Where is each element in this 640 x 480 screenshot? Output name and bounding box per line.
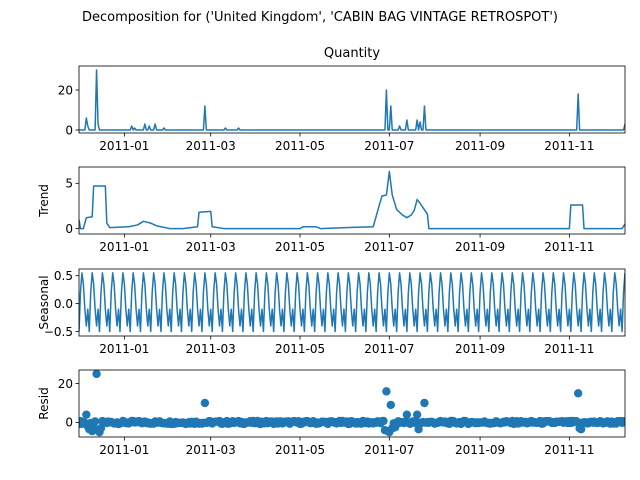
- seasonal-xtick-label: 2011-05: [275, 342, 325, 356]
- resid-ytick-label: 20: [58, 377, 73, 391]
- observed-xtick-label: 2011-07: [364, 139, 414, 153]
- seasonal-ytick-label: 0.5: [54, 269, 73, 283]
- observed-ytick-label: 0: [65, 123, 73, 137]
- trend-xtick-label: 2011-01: [99, 240, 149, 254]
- seasonal-ylabel: Seasonal: [37, 275, 51, 329]
- resid-xtick-label: 2011-11: [544, 443, 594, 457]
- seasonal-xtick-label: 2011-11: [544, 342, 594, 356]
- observed-panel-title: Quantity: [324, 46, 380, 61]
- observed-xtick-label: 2011-09: [455, 139, 505, 153]
- observed-plot-area: [79, 69, 625, 131]
- resid-xtick-label: 2011-03: [186, 443, 236, 457]
- resid-xtick-label: 2011-05: [275, 443, 325, 457]
- resid-point: [576, 425, 586, 434]
- observed-xtick-label: 2011-03: [186, 139, 236, 153]
- resid-point: [90, 417, 100, 426]
- trend-ylabel: Trend: [37, 184, 51, 218]
- resid-point: [379, 416, 388, 426]
- resid-point: [420, 398, 429, 408]
- resid-point: [92, 370, 101, 379]
- trend-xtick-label: 2011-07: [364, 240, 414, 254]
- observed-xtick-label: 2011-05: [275, 139, 325, 153]
- resid-point: [573, 389, 583, 398]
- resid-ytick-label: 0: [65, 416, 73, 430]
- observed-ytick-label: 20: [58, 83, 73, 97]
- observed-xtick-label: 2011-01: [99, 139, 149, 153]
- trend-xtick-label: 2011-09: [455, 240, 505, 254]
- resid-point: [200, 398, 210, 408]
- observed-xtick-label: 2011-11: [544, 139, 594, 153]
- resid-xtick-label: 2011-01: [99, 443, 149, 457]
- seasonal-axes-frame: [78, 268, 626, 337]
- observed-panel: 0 20 2011-01 2011-03 2011-05 2011-07 2011-09 20…: [58, 65, 626, 153]
- seasonal-series-line: [79, 272, 625, 333]
- trend-ytick-label: 5: [65, 177, 73, 191]
- resid-point: [620, 417, 625, 427]
- resid-plot-area: [79, 370, 625, 437]
- trend-plot-area: [79, 170, 625, 230]
- trend-series-line: [79, 170, 625, 230]
- resid-ylabel: Resid: [37, 387, 51, 419]
- resid-point: [412, 410, 422, 419]
- seasonal-xtick-label: 2011-01: [99, 342, 149, 356]
- seasonal-xtick-label: 2011-07: [364, 342, 414, 356]
- resid-axes-frame: [78, 369, 626, 438]
- resid-point: [82, 410, 91, 419]
- resid-point: [414, 425, 423, 434]
- trend-axes-frame: [78, 166, 626, 235]
- seasonal-plot-area: [79, 272, 625, 333]
- resid-point: [382, 387, 391, 396]
- observed-axes-frame: [78, 65, 626, 134]
- trend-ytick-label: 0: [65, 222, 73, 236]
- trend-panel: 0 5 2011-01 2011-03 2011-05 2011-07 2011-09 201…: [37, 166, 626, 254]
- trend-xtick-label: 2011-11: [544, 240, 594, 254]
- resid-point: [386, 400, 395, 410]
- resid-panel: 0 20 2011-01 2011-03 2011-05 2011-07 2011-09 20…: [37, 369, 626, 457]
- seasonal-xtick-label: 2011-03: [186, 342, 236, 356]
- observed-series-line: [79, 69, 625, 131]
- trend-xtick-label: 2011-05: [275, 240, 325, 254]
- figure-title: Decomposition for ('United Kingdom', 'CA…: [82, 10, 558, 25]
- resid-point: [402, 410, 412, 419]
- trend-xtick-label: 2011-03: [186, 240, 236, 254]
- seasonal-panel: 0.5 0.0 −0.5 2011-01 2011-03 2011-05 2011-07 20…: [37, 268, 626, 356]
- seasonal-ytick-label: 0.0: [54, 297, 73, 311]
- resid-xtick-label: 2011-09: [455, 443, 505, 457]
- seasonal-ytick-label: −0.5: [44, 325, 73, 339]
- resid-xtick-label: 2011-07: [364, 443, 414, 457]
- seasonal-xtick-label: 2011-09: [455, 342, 505, 356]
